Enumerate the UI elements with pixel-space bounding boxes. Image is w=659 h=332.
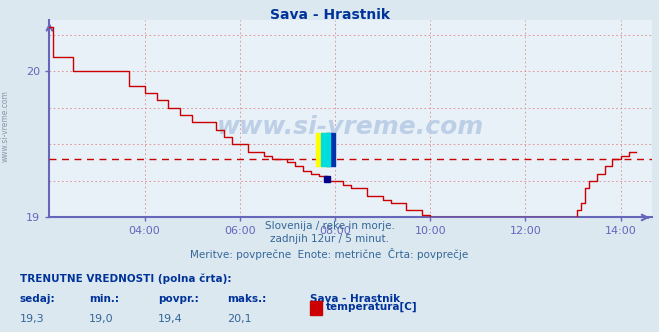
Text: www.si-vreme.com: www.si-vreme.com: [1, 90, 10, 162]
Text: min.:: min.:: [89, 294, 119, 304]
Text: 19,4: 19,4: [158, 314, 183, 324]
Bar: [321, 133, 330, 166]
Text: 19,3: 19,3: [20, 314, 44, 324]
Bar: [326, 133, 335, 166]
Text: Sava - Hrastnik: Sava - Hrastnik: [310, 294, 400, 304]
Text: Sava - Hrastnik: Sava - Hrastnik: [270, 8, 389, 22]
Text: sedaj:: sedaj:: [20, 294, 55, 304]
Text: 19,0: 19,0: [89, 314, 113, 324]
Text: 20,1: 20,1: [227, 314, 252, 324]
Text: www.si-vreme.com: www.si-vreme.com: [217, 115, 484, 138]
Text: povpr.:: povpr.:: [158, 294, 199, 304]
Text: maks.:: maks.:: [227, 294, 267, 304]
Text: temperatura[C]: temperatura[C]: [326, 302, 418, 312]
Bar: [316, 133, 326, 166]
Text: Slovenija / reke in morje.
zadnjih 12ur / 5 minut.
Meritve: povprečne  Enote: me: Slovenija / reke in morje. zadnjih 12ur …: [190, 221, 469, 260]
Text: TRENUTNE VREDNOSTI (polna črta):: TRENUTNE VREDNOSTI (polna črta):: [20, 274, 231, 285]
